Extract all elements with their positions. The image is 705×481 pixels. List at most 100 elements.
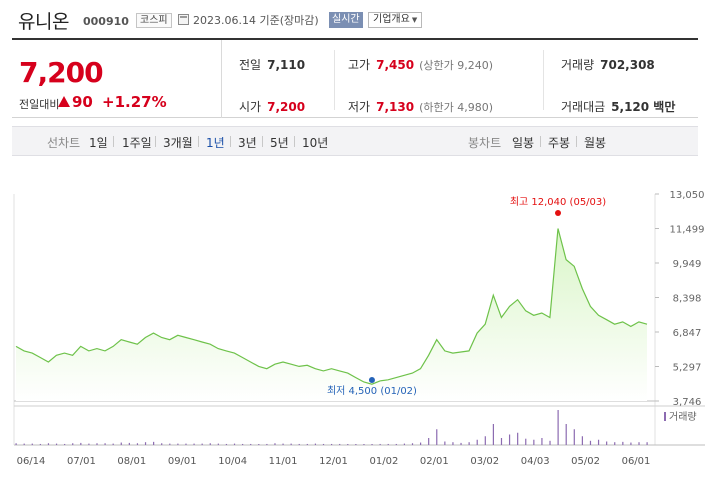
open-price: 시가 7,200 bbox=[239, 98, 305, 115]
low-label: 최저 4,500 (01/02) bbox=[327, 385, 417, 397]
period-3y[interactable]: 3년 bbox=[238, 136, 257, 150]
period-1d[interactable]: 1일 bbox=[89, 136, 108, 150]
volume-bar bbox=[290, 443, 292, 445]
volume-bar bbox=[104, 443, 106, 445]
volume-bar bbox=[460, 442, 462, 445]
x-tick-label: 07/01 bbox=[67, 456, 96, 467]
x-tick-label: 03/02 bbox=[470, 456, 499, 467]
volume-bar bbox=[153, 441, 155, 445]
high-price: 고가 7,450 (상한가 9,240) bbox=[348, 56, 493, 73]
volume-bar bbox=[403, 443, 406, 445]
volume-bar bbox=[411, 443, 414, 445]
volume-bar bbox=[387, 443, 389, 445]
volume-bar bbox=[379, 443, 381, 445]
volume-bar bbox=[217, 443, 219, 445]
candle-monthly[interactable]: 월봉 bbox=[584, 136, 607, 150]
market-badge: 코스피 bbox=[136, 13, 172, 28]
volume-legend-swatch bbox=[664, 412, 666, 421]
up-triangle-icon bbox=[58, 96, 70, 107]
volume-bar bbox=[314, 443, 317, 445]
volume-bar bbox=[557, 410, 559, 445]
low-value: 7,130 bbox=[376, 100, 415, 114]
period-1y[interactable]: 1년 bbox=[206, 136, 225, 150]
volume-bar bbox=[177, 443, 179, 445]
volume-bar bbox=[606, 441, 608, 445]
x-tick-label: 05/02 bbox=[571, 456, 600, 467]
prev-close-label: 전일 bbox=[239, 58, 262, 72]
divider bbox=[294, 136, 295, 147]
divider bbox=[113, 136, 114, 147]
price-chart[interactable]: 13,050 11,499 9,949 8,398 6,847 5,297 3,746 06/… bbox=[0, 182, 705, 481]
volume-bar bbox=[306, 443, 308, 445]
volume-bar bbox=[444, 441, 446, 445]
volume-bar bbox=[258, 444, 260, 445]
volume-bar bbox=[638, 442, 640, 445]
x-tick-label: 04/03 bbox=[521, 456, 550, 467]
x-tick-label: 01/02 bbox=[370, 456, 399, 467]
high-value: 7,450 bbox=[376, 58, 415, 72]
high-label: 고가 bbox=[348, 58, 371, 72]
candle-weekly[interactable]: 주봉 bbox=[548, 136, 571, 150]
amount-label: 거래대금 bbox=[561, 100, 606, 114]
lower-limit: (하한가 4,980) bbox=[419, 101, 493, 114]
volume-bar bbox=[500, 438, 503, 445]
x-tick-label: 10/04 bbox=[218, 456, 247, 467]
x-tick-label: 02/01 bbox=[420, 456, 449, 467]
candle-daily[interactable]: 일봉 bbox=[512, 136, 535, 150]
y-tick-label: 9,949 bbox=[673, 259, 702, 270]
volume-bar bbox=[347, 444, 349, 445]
volume-bar bbox=[225, 443, 228, 445]
volume-bar bbox=[419, 442, 422, 445]
volume-bar bbox=[282, 443, 284, 445]
volume-bar bbox=[23, 443, 25, 445]
x-tick-label: 11/01 bbox=[269, 456, 298, 467]
volume-bar bbox=[525, 438, 527, 445]
high-marker bbox=[555, 210, 562, 216]
quote-date: 2023.06.14 기준(장마감) bbox=[193, 14, 319, 27]
volume-bar bbox=[15, 443, 17, 445]
divider bbox=[576, 136, 577, 147]
stock-code: 000910 bbox=[83, 15, 129, 28]
period-3m[interactable]: 3개월 bbox=[163, 136, 193, 150]
period-1w[interactable]: 1주일 bbox=[122, 136, 152, 150]
company-overview-button[interactable]: 기업개요 ▼ bbox=[368, 12, 423, 28]
period-10y[interactable]: 10년 bbox=[302, 136, 329, 150]
volume-bar bbox=[565, 424, 567, 445]
price-line bbox=[15, 228, 648, 385]
volume-bar bbox=[96, 443, 98, 445]
volume-bar bbox=[355, 444, 357, 445]
realtime-button[interactable]: 실시간 bbox=[329, 12, 363, 28]
volume-bar bbox=[492, 424, 494, 445]
x-tick-label: 12/01 bbox=[319, 456, 348, 467]
volume-bar bbox=[193, 443, 195, 445]
period-5y[interactable]: 5년 bbox=[270, 136, 289, 150]
low-label: 저가 bbox=[348, 100, 371, 114]
volume-bar bbox=[47, 443, 50, 445]
divider bbox=[262, 136, 263, 147]
price-chart-svg: 13,050 11,499 9,949 8,398 6,847 5,297 3,746 06/… bbox=[13, 190, 705, 467]
volume-bar bbox=[201, 443, 203, 445]
volume-bar bbox=[120, 442, 122, 445]
volume: 거래량 702,308 bbox=[561, 56, 655, 73]
volume-bar bbox=[298, 443, 300, 445]
volume-bar bbox=[517, 432, 519, 445]
prev-close: 전일 7,110 bbox=[239, 56, 305, 73]
quote-panel: 7,200 전일대비 90 +1.27% 전일 7,110 고가 7,450 (상한가… bbox=[12, 38, 698, 118]
volume-bar bbox=[508, 434, 511, 445]
volume-bar bbox=[55, 443, 58, 445]
chevron-down-icon: ▼ bbox=[411, 16, 418, 24]
volume-bar bbox=[339, 443, 341, 445]
volume-bar bbox=[597, 439, 600, 445]
amount-value: 5,120 백만 bbox=[611, 100, 676, 114]
volume-bar bbox=[452, 442, 454, 445]
volume-bar bbox=[533, 439, 535, 445]
stock-header: 유니온 000910 코스피 2023.06.14 기준(장마감) 실시간 기업… bbox=[0, 0, 705, 38]
volume-bar bbox=[128, 442, 130, 445]
volume-bar bbox=[31, 443, 33, 445]
volume-bar bbox=[64, 443, 66, 445]
price-area: 7,200 전일대비 90 +1.27% bbox=[12, 40, 222, 118]
volume-bar bbox=[630, 442, 632, 445]
volume-bar bbox=[371, 444, 373, 445]
volume-bar bbox=[185, 443, 187, 445]
y-tick-label: 8,398 bbox=[673, 294, 702, 305]
